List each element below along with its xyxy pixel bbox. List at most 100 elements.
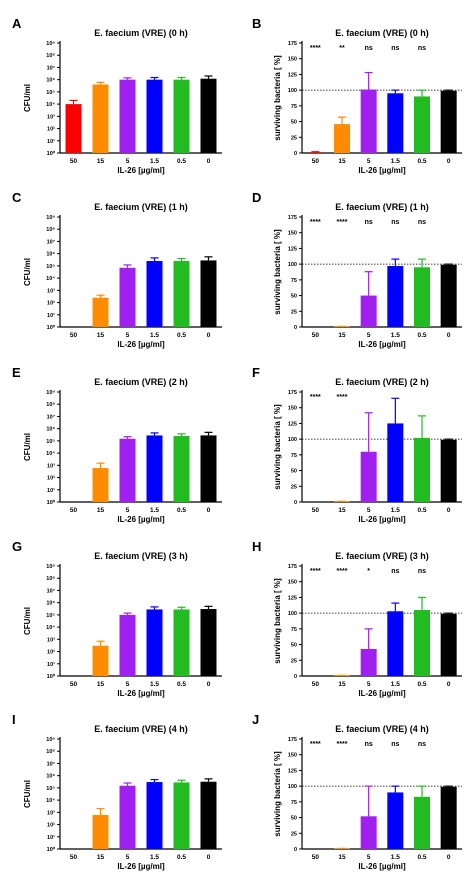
y-tick-label: 100 — [288, 611, 297, 617]
y-tick-label: 125 — [288, 768, 297, 774]
bar-0 — [200, 260, 217, 327]
y-tick-label: 10⁹ — [46, 564, 55, 570]
x-tick-label: 0.5 — [417, 158, 426, 165]
x-tick-label: 0 — [447, 507, 451, 514]
bar-1-5 — [387, 792, 404, 849]
y-tick-label: 10⁴ — [46, 625, 55, 631]
x-tick-label: 50 — [312, 854, 320, 861]
significance-label: **** — [337, 741, 348, 748]
x-tick-label: 5 — [126, 158, 130, 165]
x-tick-label: 1.5 — [150, 158, 159, 165]
significance-label: **** — [337, 568, 348, 575]
y-tick-label: 10² — [47, 300, 55, 307]
chart-title: E. faecium (VRE) (4 h) — [94, 724, 188, 734]
y-axis-label: surviving bacteria [ %] — [273, 55, 282, 141]
x-tick-label: 50 — [312, 158, 320, 165]
y-tick-label: 10⁶ — [46, 774, 55, 780]
y-tick-label: 25 — [291, 309, 297, 315]
y-tick-label: 10¹ — [47, 487, 55, 494]
x-tick-label: 15 — [97, 854, 105, 861]
panel-letter: A — [12, 16, 22, 31]
bar-15 — [334, 124, 350, 153]
y-tick-label: 10² — [47, 822, 55, 829]
x-tick-label: 50 — [70, 507, 78, 514]
bar-0-5 — [173, 782, 190, 849]
significance-label: ns — [365, 45, 373, 52]
bar-15 — [92, 645, 109, 676]
chart-panel-i: I E. faecium (VRE) (4 h) 10⁰ 10¹ 10² 10³ 10⁴ 10… — [12, 712, 222, 871]
bar-15 — [92, 815, 109, 849]
bar-15 — [92, 297, 109, 327]
y-tick-label: 175 — [288, 564, 297, 570]
x-tick-label: 5 — [367, 332, 371, 339]
significance-label: **** — [310, 568, 321, 575]
x-tick-label: 1.5 — [150, 681, 159, 688]
bar-0-5 — [414, 437, 430, 502]
chart-panel-h: HE. faecium (VRE) (3 h)02550751001251501… — [252, 539, 462, 698]
x-axis-label: IL-26 [µg/ml] — [117, 515, 165, 524]
significance-label: **** — [310, 394, 321, 401]
x-tick-label: 0 — [447, 332, 451, 339]
y-tick-label: 150 — [288, 57, 297, 63]
x-tick-label: 0 — [207, 507, 211, 514]
bar-5 — [360, 89, 377, 153]
significance-label: ns — [418, 741, 426, 748]
y-tick-label: 10⁰ — [47, 324, 56, 331]
y-tick-label: 10⁸ — [46, 53, 55, 59]
significance-label: ** — [339, 45, 345, 52]
significance-label: ns — [365, 219, 373, 226]
chart-panel-c: C E. faecium (VRE) (1 h) 10⁰ 10¹ 10² 10³ 10⁴ 10… — [12, 190, 222, 349]
y-tick-label: 10⁷ — [47, 761, 56, 767]
x-tick-label: 0.5 — [417, 332, 426, 339]
y-tick-label: 25 — [291, 831, 297, 837]
significance-label: **** — [310, 741, 321, 748]
x-tick-label: 5 — [126, 332, 130, 339]
x-tick-label: 0 — [207, 158, 211, 165]
y-tick-label: 75 — [291, 627, 297, 633]
x-tick-label: 1.5 — [150, 507, 159, 514]
chart-title: E. faecium (VRE) (1 h) — [94, 202, 188, 212]
x-axis-label: IL-26 [µg/ml] — [358, 862, 406, 871]
significance-label: ns — [391, 45, 399, 52]
x-tick-label: 1.5 — [150, 332, 159, 339]
y-tick-label: 150 — [288, 580, 297, 586]
panel-letter: D — [252, 190, 261, 205]
y-tick-label: 25 — [291, 484, 297, 490]
x-axis-label: IL-26 [µg/ml] — [117, 862, 165, 871]
bar-0 — [440, 613, 457, 676]
x-tick-label: 1.5 — [391, 854, 400, 861]
y-tick-label: 150 — [288, 753, 297, 759]
x-axis-label: IL-26 [µg/ml] — [117, 340, 165, 349]
bar-0 — [200, 78, 217, 153]
significance-label: **** — [337, 394, 348, 401]
x-axis-label: IL-26 [µg/ml] — [358, 515, 406, 524]
x-axis-label: IL-26 [µg/ml] — [358, 689, 406, 698]
bar-0 — [440, 90, 457, 153]
bar-1-5 — [146, 609, 163, 676]
bar-1-5 — [146, 261, 163, 327]
y-tick-label: 10⁰ — [47, 499, 56, 506]
y-tick-label: 25 — [291, 135, 297, 141]
y-tick-label: 150 — [288, 406, 297, 412]
y-tick-label: 10⁷ — [47, 588, 56, 594]
x-tick-label: 1.5 — [391, 681, 400, 688]
y-tick-label: 10³ — [47, 636, 55, 643]
panel-letter: I — [12, 712, 16, 727]
y-tick-label: 50 — [291, 120, 297, 126]
bar-15 — [92, 84, 109, 153]
x-tick-label: 15 — [338, 158, 346, 165]
y-tick-label: 10⁹ — [46, 737, 55, 743]
bar-15 — [334, 501, 350, 502]
chart-panel-f: FE. faecium (VRE) (2 h)02550751001251501… — [252, 365, 462, 524]
y-tick-label: 100 — [288, 784, 297, 790]
significance-label: ns — [391, 741, 399, 748]
bar-1-5 — [387, 93, 404, 153]
panel-letter: G — [12, 539, 22, 554]
x-tick-label: 5 — [367, 158, 371, 165]
x-tick-label: 0 — [207, 332, 211, 339]
chart-title: E. faecium (VRE) (2 h) — [335, 377, 429, 387]
y-tick-label: 10⁵ — [46, 613, 55, 619]
bar-5 — [119, 785, 136, 849]
y-tick-label: 10¹ — [47, 661, 55, 668]
